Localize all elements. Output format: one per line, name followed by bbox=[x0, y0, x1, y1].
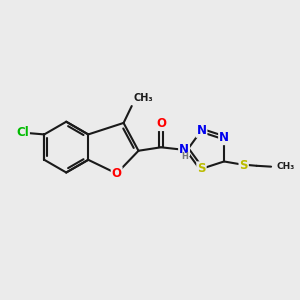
Text: H: H bbox=[181, 152, 188, 161]
Text: S: S bbox=[239, 159, 248, 172]
Text: N: N bbox=[196, 124, 206, 137]
Text: CH₃: CH₃ bbox=[133, 93, 153, 103]
Text: N: N bbox=[179, 142, 189, 155]
Text: Cl: Cl bbox=[16, 127, 29, 140]
Text: S: S bbox=[197, 162, 206, 175]
Text: N: N bbox=[219, 131, 229, 144]
Text: CH₃: CH₃ bbox=[277, 162, 295, 171]
Text: O: O bbox=[156, 117, 166, 130]
Text: O: O bbox=[112, 167, 122, 180]
